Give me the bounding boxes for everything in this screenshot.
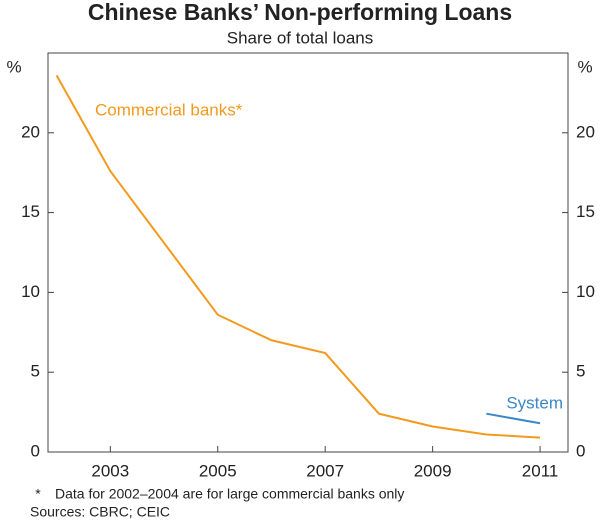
series-line [55,74,541,439]
series-label: Commercial banks* [95,100,243,119]
chart-subtitle: Share of total loans [227,28,373,47]
y-tick-label: 15 [21,202,40,221]
series-line [486,412,541,425]
x-tick-label: 2011 [522,461,559,480]
y-tick-label: 5 [31,362,40,381]
y2-tick-label: 10 [576,282,595,301]
series-label: System [506,393,563,412]
y-tick-label: 10 [21,282,40,301]
y2-tick-label: 5 [576,362,585,381]
x-tick-label: 2007 [306,461,344,480]
x-tick-label: 2005 [199,461,237,480]
x-tick-label: 2003 [91,461,129,480]
y-unit: % [6,57,21,76]
y2-tick-label: 15 [576,202,595,221]
y2-tick-label: 20 [576,122,595,141]
chart-title: Chinese Banks’ Non-performing Loans [88,0,512,25]
x-tick-label: 2009 [414,461,452,480]
y-tick-label: 0 [31,441,40,460]
y2-unit: % [577,57,592,76]
y-tick-label: 20 [21,122,40,141]
footnote: Data for 2002–2004 are for large commerc… [55,486,404,502]
y2-tick-label: 0 [576,441,585,460]
plot-frame [47,52,569,453]
sources: Sources: CBRC; CEIC [30,504,170,520]
footnote-marker: * [35,486,41,502]
